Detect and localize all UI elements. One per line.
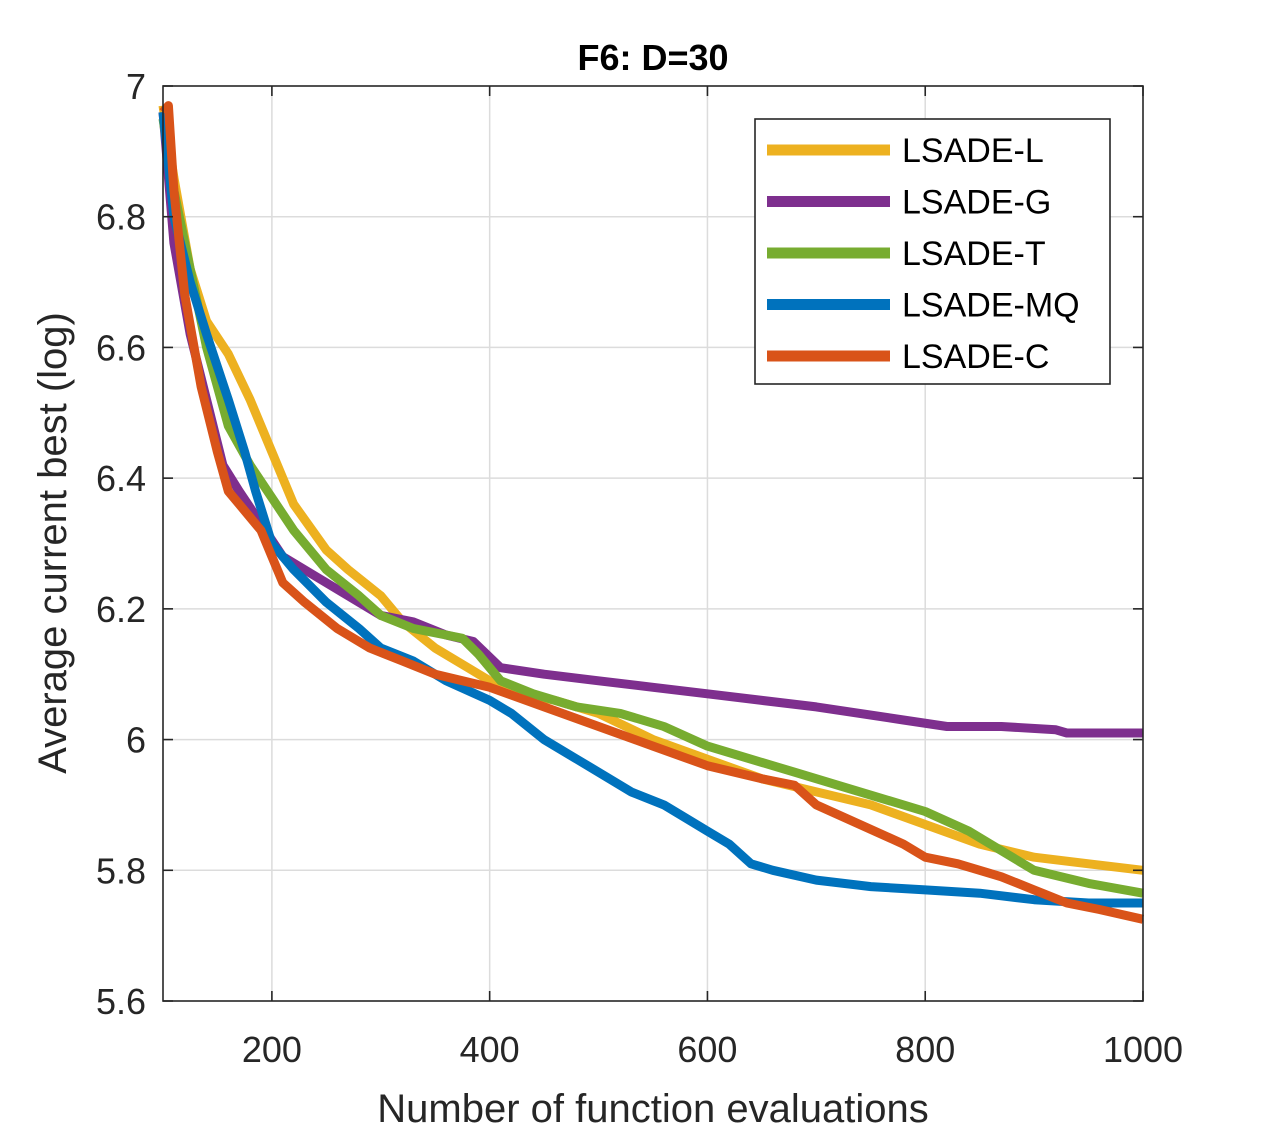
legend-label: LSADE-C xyxy=(902,338,1049,376)
legend-item-lsade-c: LSADE-C xyxy=(767,338,1049,376)
y-tick-label: 5.8 xyxy=(96,850,146,891)
y-tick-label: 7 xyxy=(126,66,146,107)
plot-area-frame xyxy=(162,85,1144,1002)
x-tick-label: 400 xyxy=(460,1029,520,1070)
chart-title: F6: D=30 xyxy=(577,37,728,78)
series-lines xyxy=(158,101,1144,924)
y-axis-label: Average current best (log) xyxy=(31,312,75,774)
x-tick-label: 800 xyxy=(895,1029,955,1070)
legend-label: LSADE-T xyxy=(902,235,1046,273)
legend-label: LSADE-G xyxy=(902,184,1051,222)
x-tick-label: 600 xyxy=(677,1029,737,1070)
legend: LSADE-L LSADE-G LSADE-T LSADE-MQ LSADE-C xyxy=(754,118,1111,385)
legend-item-lsade-t: LSADE-T xyxy=(767,235,1046,273)
y-tick-label: 6.6 xyxy=(96,327,146,368)
legend-item-lsade-l: LSADE-L xyxy=(767,132,1044,170)
y-tick-label: 6.8 xyxy=(96,197,146,238)
legend-label: LSADE-L xyxy=(902,132,1044,170)
y-tick-label: 6.4 xyxy=(96,458,146,499)
y-tick-label: 6 xyxy=(126,720,146,761)
x-axis-ticks: 200 400 600 800 1000 xyxy=(242,86,1183,1070)
x-tick-label: 1000 xyxy=(1103,1029,1183,1070)
y-tick-label: 5.6 xyxy=(96,981,146,1022)
series-line-lsade-c xyxy=(159,101,1144,924)
y-axis-ticks: 5.6 5.8 6 6.2 6.4 6.6 6.8 7 xyxy=(96,66,1143,1022)
legend-item-lsade-mq: LSADE-MQ xyxy=(767,287,1080,325)
x-axis-label: Number of function evaluations xyxy=(377,1087,928,1131)
series-line-lsade-mq xyxy=(158,111,1143,908)
x-tick-label: 200 xyxy=(242,1029,302,1070)
legend-item-lsade-g: LSADE-G xyxy=(767,184,1051,222)
series-line-lsade-l xyxy=(158,104,1144,875)
legend-label: LSADE-MQ xyxy=(902,287,1080,325)
series-line-lsade-g xyxy=(158,111,1143,738)
y-tick-label: 6.2 xyxy=(96,589,146,630)
